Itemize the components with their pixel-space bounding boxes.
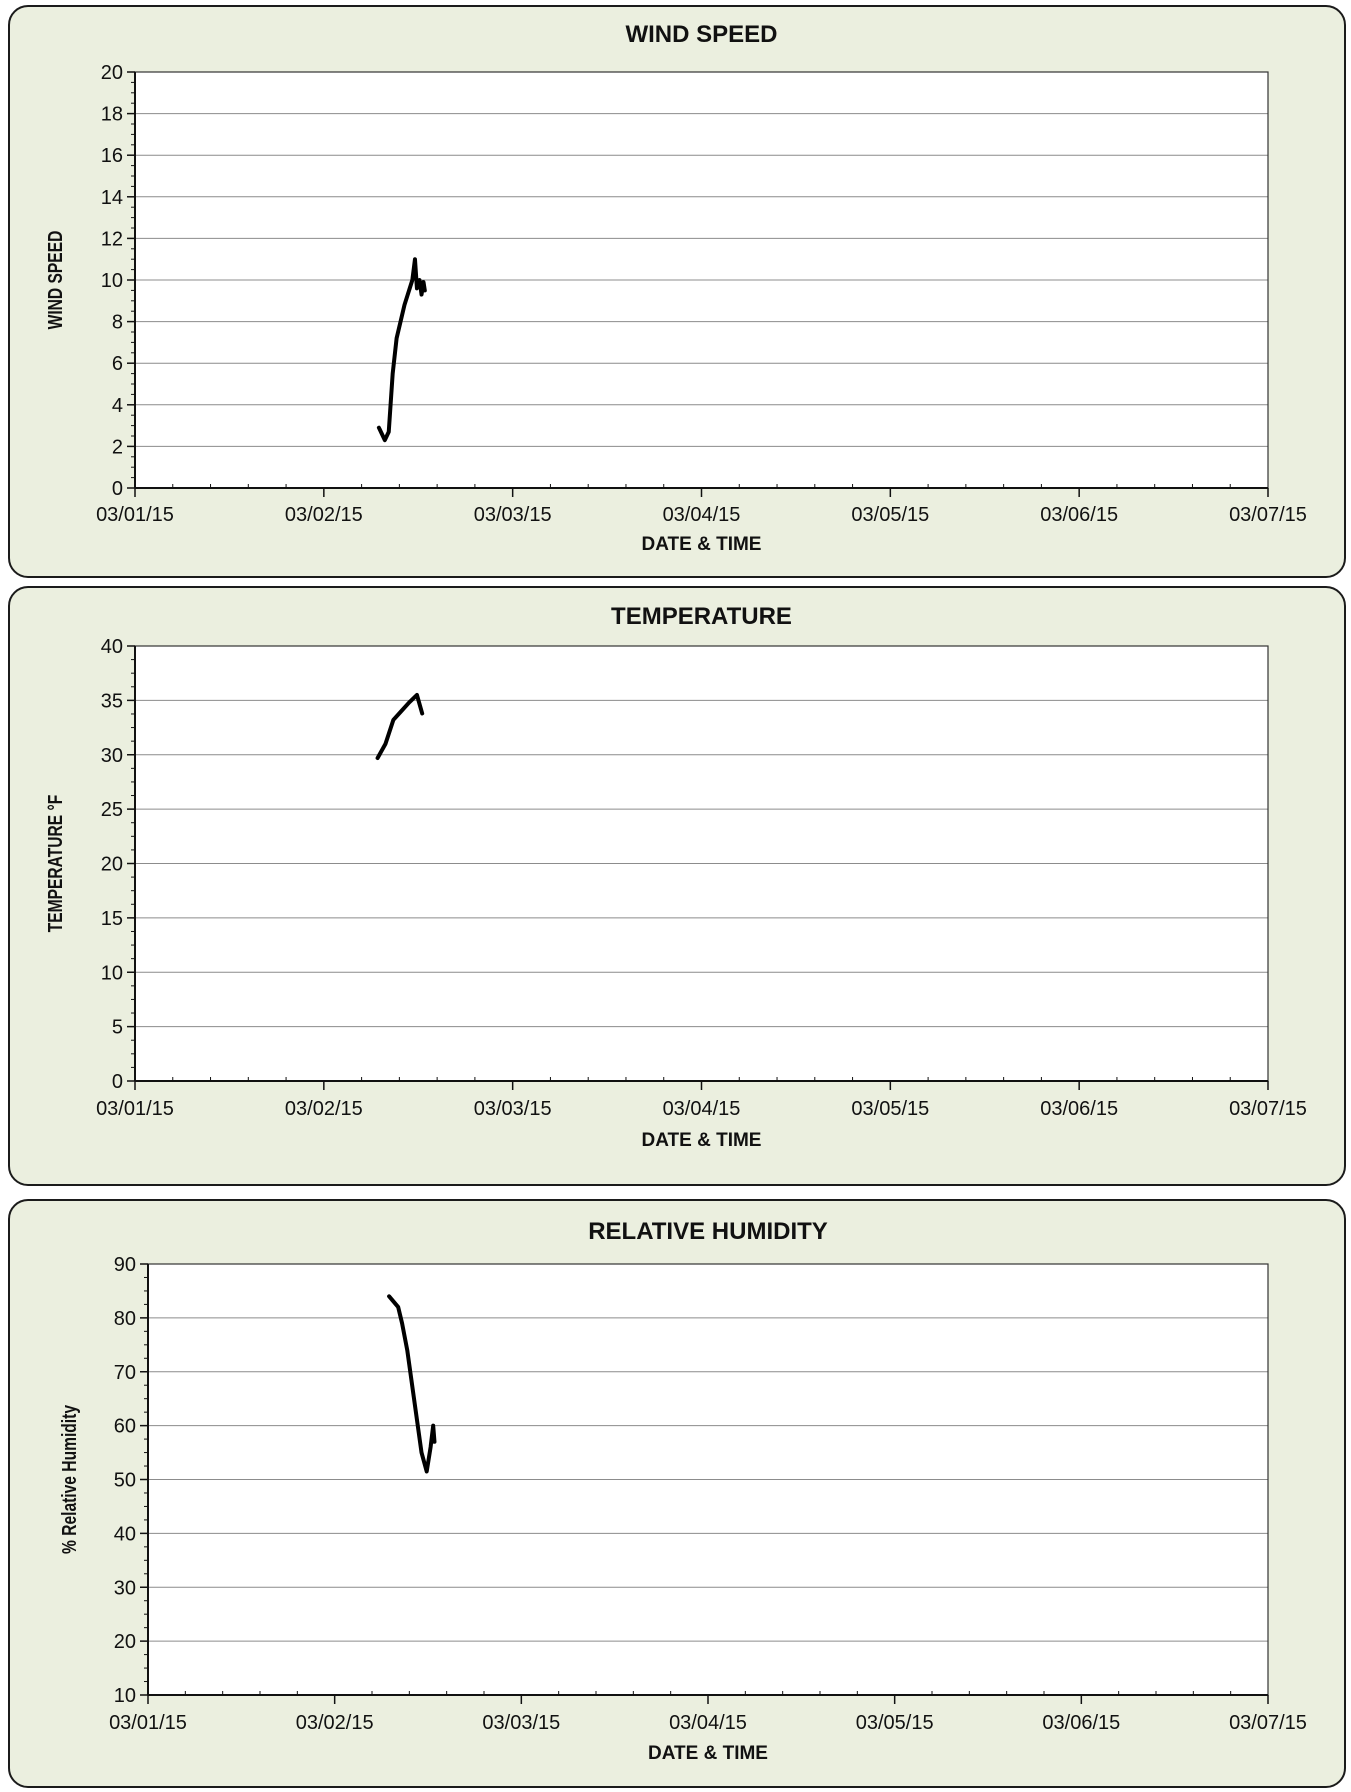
wind-speed-y-tick-label: 2 bbox=[112, 436, 123, 458]
wind-speed-y-tick-label: 4 bbox=[112, 395, 123, 417]
wind-speed-y-tick-label: 20 bbox=[101, 62, 123, 84]
temperature-y-axis-label: TEMPERATURE °F bbox=[44, 795, 66, 933]
temperature-y-tick-label: 30 bbox=[101, 745, 123, 767]
wind-speed-y-tick-label: 14 bbox=[101, 187, 123, 209]
relative-humidity-x-tick-label: 03/02/15 bbox=[296, 1712, 374, 1734]
relative-humidity-y-tick-label: 30 bbox=[114, 1577, 136, 1599]
temperature-y-tick-label: 5 bbox=[112, 1017, 123, 1039]
temperature-y-tick-label: 35 bbox=[101, 690, 123, 712]
temperature-x-axis-label: DATE & TIME bbox=[642, 1130, 762, 1151]
relative-humidity-y-tick-label: 50 bbox=[114, 1470, 136, 1492]
relative-humidity-y-tick-label: 10 bbox=[114, 1685, 136, 1707]
temperature-x-tick-label: 03/05/15 bbox=[851, 1098, 929, 1120]
wind-speed-y-tick-label: 0 bbox=[112, 478, 123, 500]
wind-speed-x-tick-label: 03/05/15 bbox=[851, 504, 929, 526]
temperature-chart-title: TEMPERATURE bbox=[611, 603, 792, 630]
temperature-y-tick-label: 25 bbox=[101, 799, 123, 821]
relative-humidity-x-tick-label: 03/03/15 bbox=[482, 1712, 560, 1734]
wind-speed-y-tick-label: 16 bbox=[101, 145, 123, 167]
relative-humidity-x-tick-label: 03/01/15 bbox=[109, 1712, 187, 1734]
temperature-y-tick-label: 15 bbox=[101, 908, 123, 930]
relative-humidity-y-tick-label: 40 bbox=[114, 1523, 136, 1545]
relative-humidity-y-tick-label: 60 bbox=[114, 1416, 136, 1438]
temperature-series-line bbox=[375, 692, 425, 761]
temperature-y-tick-label: 40 bbox=[101, 636, 123, 658]
temperature-x-tick-label: 03/03/15 bbox=[474, 1098, 552, 1120]
temperature-x-tick-label: 03/04/15 bbox=[663, 1098, 741, 1120]
relative-humidity-x-tick-label: 03/07/15 bbox=[1229, 1712, 1307, 1734]
wind-speed-x-tick-label: 03/03/15 bbox=[474, 504, 552, 526]
wind-speed-x-tick-label: 03/01/15 bbox=[96, 504, 174, 526]
temperature-y-tick-label: 20 bbox=[101, 854, 123, 876]
relative-humidity-x-tick-label: 03/05/15 bbox=[856, 1712, 934, 1734]
relative-humidity-x-axis-label: DATE & TIME bbox=[648, 1743, 768, 1764]
relative-humidity-x-tick-label: 03/04/15 bbox=[669, 1712, 747, 1734]
temperature-x-tick-label: 03/02/15 bbox=[285, 1098, 363, 1120]
relative-humidity-y-tick-label: 70 bbox=[114, 1362, 136, 1384]
temperature-y-tick-label: 0 bbox=[112, 1071, 123, 1093]
temperature-x-tick-label: 03/06/15 bbox=[1040, 1098, 1118, 1120]
wind-speed-x-tick-label: 03/02/15 bbox=[285, 504, 363, 526]
relative-humidity-chart-title: RELATIVE HUMIDITY bbox=[588, 1218, 828, 1245]
wind-speed-y-tick-label: 6 bbox=[112, 353, 123, 375]
temperature-x-tick-label: 03/01/15 bbox=[96, 1098, 174, 1120]
wind-speed-x-tick-label: 03/06/15 bbox=[1040, 504, 1118, 526]
wind-speed-x-axis-label: DATE & TIME bbox=[642, 534, 762, 555]
wind-speed-x-tick-label: 03/07/15 bbox=[1229, 504, 1307, 526]
wind-speed-y-tick-label: 10 bbox=[101, 270, 123, 292]
wind-speed-y-axis-label: WIND SPEED bbox=[44, 231, 66, 330]
relative-humidity-y-tick-label: 80 bbox=[114, 1308, 136, 1330]
relative-humidity-y-axis-label: % Relative Humidity bbox=[58, 1405, 80, 1554]
wind-speed-y-tick-label: 18 bbox=[101, 104, 123, 126]
relative-humidity-y-tick-label: 90 bbox=[114, 1254, 136, 1276]
wind-speed-series-line bbox=[376, 257, 427, 443]
temperature-y-tick-label: 10 bbox=[101, 962, 123, 984]
wind-speed-x-tick-label: 03/04/15 bbox=[663, 504, 741, 526]
relative-humidity-series-line bbox=[387, 1294, 437, 1474]
relative-humidity-x-tick-label: 03/06/15 bbox=[1042, 1712, 1120, 1734]
wind-speed-y-tick-label: 12 bbox=[101, 228, 123, 250]
wind-speed-y-tick-label: 8 bbox=[112, 312, 123, 334]
relative-humidity-y-tick-label: 20 bbox=[114, 1631, 136, 1653]
wind-speed-chart-title: WIND SPEED bbox=[625, 21, 777, 48]
temperature-x-tick-label: 03/07/15 bbox=[1229, 1098, 1307, 1120]
